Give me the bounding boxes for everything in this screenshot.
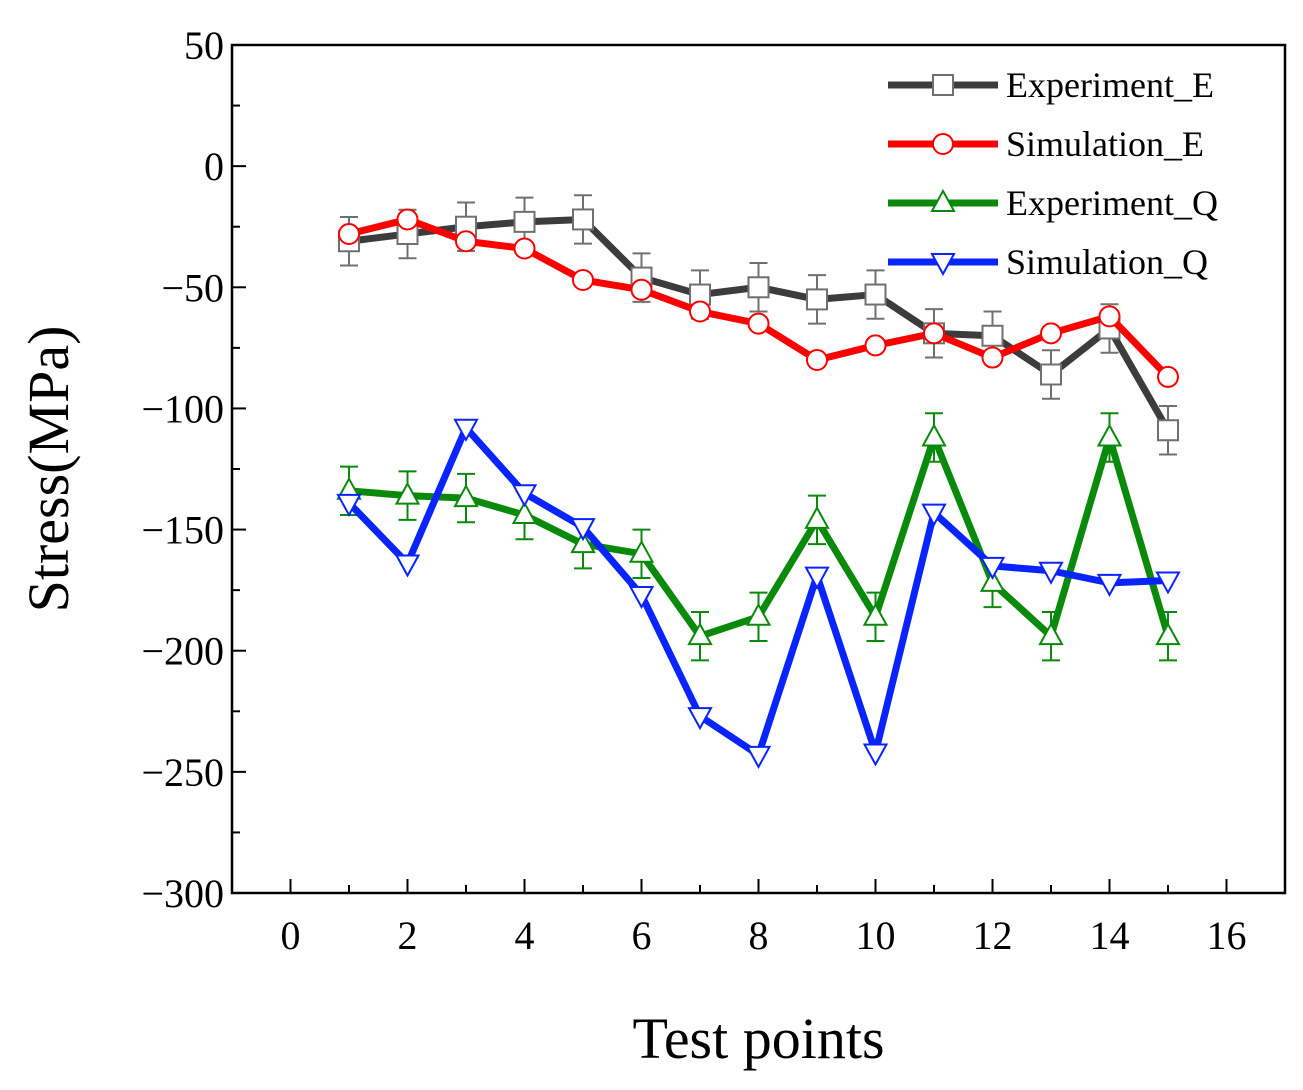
data-point-simulation-e	[689, 300, 711, 323]
data-point-experiment-e	[864, 283, 887, 306]
data-point-experiment-e	[981, 324, 1004, 347]
legend-label: Experiment_Q	[1006, 183, 1218, 223]
data-point-simulation-q	[862, 743, 889, 767]
data-point-simulation-e	[747, 312, 770, 335]
data-point-simulation-e	[1098, 305, 1121, 328]
data-point-simulation-q	[745, 745, 772, 769]
legend-swatch-marker	[932, 133, 954, 155]
data-point-simulation-e	[923, 322, 945, 345]
data-point-experiment-q	[394, 481, 421, 505]
y-tick-label: −200	[141, 629, 224, 674]
data-point-simulation-e	[1040, 322, 1062, 345]
data-point-simulation-q	[394, 554, 421, 578]
x-tick-label: 10	[856, 913, 896, 958]
data-point-experiment-q	[1096, 423, 1123, 447]
y-tick-label: −150	[141, 508, 224, 553]
data-point-simulation-q	[336, 493, 362, 517]
y-tick-label: −50	[161, 265, 224, 310]
data-point-experiment-e	[806, 288, 828, 311]
data-point-simulation-e	[981, 346, 1004, 369]
y-tick-label: 0	[204, 144, 224, 189]
y-tick-label: −250	[141, 750, 224, 795]
data-point-experiment-q	[979, 568, 1006, 592]
data-point-simulation-e	[1157, 365, 1179, 388]
data-point-experiment-e	[572, 208, 594, 231]
data-point-simulation-q	[804, 566, 830, 590]
data-point-simulation-e	[572, 269, 594, 292]
x-tick-label: 16	[1207, 913, 1247, 958]
data-point-experiment-q	[511, 500, 538, 525]
data-point-simulation-e	[338, 222, 360, 245]
series-simulation-e	[338, 208, 1179, 388]
legend-swatch-marker	[930, 188, 956, 212]
series-simulation-q	[336, 418, 1181, 769]
data-point-simulation-e	[630, 278, 653, 301]
x-tick-label: 2	[398, 913, 418, 958]
legend-item-simulation-e: Simulation_E	[888, 124, 1204, 164]
y-tick-label: −300	[141, 871, 224, 916]
x-tick-label: 8	[749, 913, 769, 958]
data-point-experiment-e	[1157, 419, 1179, 442]
data-point-experiment-q	[570, 530, 596, 554]
x-tick-label: 0	[281, 913, 301, 958]
data-point-experiment-q	[745, 602, 772, 626]
data-point-simulation-e	[455, 230, 477, 253]
x-tick-label: 12	[973, 913, 1013, 958]
legend-label: Experiment_E	[1006, 65, 1214, 105]
y-tick-label: −100	[141, 386, 224, 431]
data-point-simulation-q	[1096, 573, 1123, 597]
data-point-simulation-e	[806, 348, 828, 371]
x-axis-title: Test points	[632, 1006, 884, 1071]
data-point-experiment-e	[1040, 363, 1062, 386]
data-point-simulation-q	[687, 707, 713, 731]
legend-swatch-marker	[930, 253, 956, 277]
data-point-simulation-e	[513, 237, 536, 260]
y-tick-label: 50	[184, 23, 224, 68]
series-experiment-q	[336, 412, 1181, 662]
legend-item-simulation-q: Simulation_Q	[888, 242, 1208, 282]
x-tick-label: 14	[1090, 913, 1130, 958]
legend-item-experiment-q: Experiment_Q	[888, 183, 1218, 223]
data-point-experiment-q	[1038, 622, 1064, 646]
legend-label: Simulation_Q	[1006, 242, 1208, 282]
series-line-simulation-q	[346, 424, 1169, 759]
data-point-experiment-e	[513, 210, 536, 233]
data-point-simulation-q	[570, 518, 596, 542]
data-point-experiment-q	[453, 483, 479, 508]
data-point-experiment-q	[862, 602, 889, 626]
data-point-simulation-q	[921, 503, 947, 527]
data-point-experiment-q	[804, 505, 830, 529]
legend-item-experiment-e: Experiment_E	[888, 65, 1214, 105]
axes-layer: 0 2 4 6 8 10 12 14 16 50 0 −50 −100 −150 −200 −250 −300	[141, 23, 1287, 958]
y-axis-title: Stress(MPa)	[16, 326, 81, 613]
legend-label: Simulation_E	[1006, 124, 1204, 164]
data-point-experiment-q	[628, 539, 655, 563]
data-point-experiment-q	[921, 423, 947, 447]
data-point-simulation-q	[1155, 571, 1181, 595]
legend: Experiment_E Simulation_E Experiment_Q Simu…	[888, 65, 1218, 282]
x-tick-label: 4	[515, 913, 535, 958]
legend-swatch-marker	[932, 74, 954, 96]
x-tick-label: 6	[632, 913, 652, 958]
data-point-experiment-q	[1155, 622, 1181, 646]
data-point-simulation-q	[1038, 561, 1064, 585]
data-point-simulation-e	[864, 334, 887, 357]
data-point-simulation-q	[511, 484, 538, 508]
data-point-simulation-e	[396, 208, 419, 231]
series-layer	[336, 194, 1181, 769]
data-point-experiment-e	[747, 276, 770, 299]
data-point-simulation-q	[628, 585, 655, 610]
data-point-experiment-q	[687, 622, 713, 646]
data-point-simulation-q	[979, 556, 1006, 580]
data-point-simulation-q	[453, 418, 479, 442]
